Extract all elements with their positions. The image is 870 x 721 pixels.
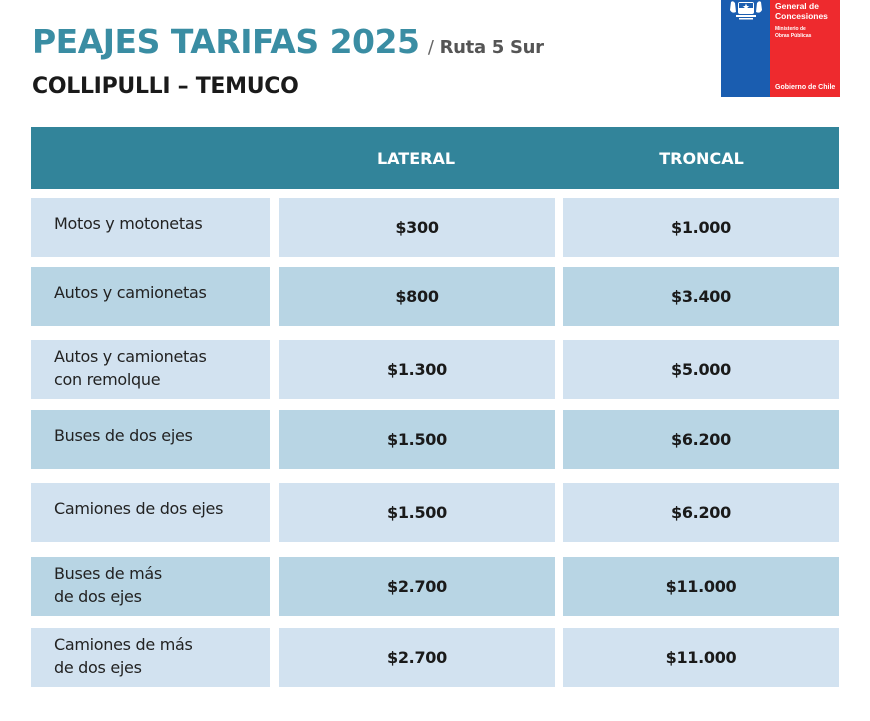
logo-blue-panel (721, 0, 770, 97)
lateral-price: $1.500 (387, 430, 447, 449)
header-lateral: LATERAL (376, 148, 456, 168)
table-row: Buses de más de dos ejes $2.700 $11.000 (31, 557, 839, 616)
table-header: LATERAL TRONCAL (31, 127, 839, 189)
title-subtitle: / Ruta 5 Sur (428, 37, 544, 58)
logo-line-2: Concesiones (775, 11, 828, 21)
troncal-cell: $11.000 (563, 557, 839, 616)
troncal-cell: $11.000 (563, 628, 839, 687)
category-line: de dos ejes (54, 587, 142, 606)
logo-heading: General de Concesiones (775, 1, 828, 21)
lateral-price: $300 (395, 218, 439, 237)
category-line: Camiones de más (54, 635, 193, 654)
row-category: Buses de dos ejes (31, 410, 270, 469)
category-line: Autos y camionetas (54, 347, 207, 366)
toll-rates-table: LATERAL TRONCAL Motos y motonetas $300 $… (31, 127, 839, 687)
category-line: Autos y camionetas (54, 283, 207, 302)
lateral-cell: $800 (279, 267, 555, 326)
lateral-price: $800 (395, 287, 439, 306)
lateral-price: $2.700 (387, 577, 447, 596)
lateral-cell: $1.500 (279, 410, 555, 469)
header-troncal: TRONCAL (659, 148, 744, 168)
category-line: de dos ejes (54, 658, 142, 677)
lateral-cell: $2.700 (279, 557, 555, 616)
table-row: Autos y camionetas $800 $3.400 (31, 267, 839, 326)
table-row: Camiones de más de dos ejes $2.700 $11.0… (31, 628, 839, 687)
troncal-cell: $6.200 (563, 410, 839, 469)
logo-ministry: Ministerio de Obras Públicas (775, 26, 811, 39)
lateral-cell: $2.700 (279, 628, 555, 687)
route-section: COLLIPULLI – TEMUCO (32, 74, 299, 99)
category-line: con remolque (54, 370, 161, 389)
table-row: Motos y motonetas $300 $1.000 (31, 198, 839, 257)
logo-line-4: Obras Públicas (775, 32, 812, 39)
row-category: Autos y camionetas (31, 267, 270, 326)
logo-red-panel: General de Concesiones Ministerio de Obr… (770, 0, 840, 97)
coat-of-arms-icon (730, 1, 762, 20)
troncal-price: $5.000 (671, 360, 731, 379)
row-category: Buses de más de dos ejes (31, 557, 270, 616)
troncal-cell: $5.000 (563, 340, 839, 399)
title-main: PEAJES TARIFAS 2025 (32, 22, 420, 61)
title-separator: / (427, 37, 434, 58)
lateral-price: $1.500 (387, 503, 447, 522)
troncal-cell: $1.000 (563, 198, 839, 257)
lateral-cell: $1.500 (279, 483, 555, 542)
title-route-name: Ruta 5 Sur (439, 37, 544, 58)
category-line: Camiones de dos ejes (54, 499, 224, 518)
troncal-price: $11.000 (665, 648, 737, 667)
troncal-price: $3.400 (671, 287, 731, 306)
row-category: Camiones de más de dos ejes (31, 628, 270, 687)
table-row: Buses de dos ejes $1.500 $6.200 (31, 410, 839, 469)
troncal-price: $6.200 (671, 430, 731, 449)
troncal-price: $11.000 (665, 577, 737, 596)
table-row: Autos y camionetas con remolque $1.300 $… (31, 340, 839, 399)
logo-footer: Gobierno de Chile (775, 84, 836, 91)
category-line: Motos y motonetas (54, 214, 203, 233)
table-row: Camiones de dos ejes $1.500 $6.200 (31, 483, 839, 542)
category-line: Buses de dos ejes (54, 426, 193, 445)
troncal-price: $1.000 (671, 218, 731, 237)
row-category: Camiones de dos ejes (31, 483, 270, 542)
logo-line-1: General de (775, 1, 819, 11)
logo-line-3: Ministerio de (775, 26, 806, 32)
ministry-logo: General de Concesiones Ministerio de Obr… (721, 0, 840, 97)
row-category: Autos y camionetas con remolque (31, 340, 270, 399)
lateral-cell: $300 (279, 198, 555, 257)
troncal-price: $6.200 (671, 503, 731, 522)
page-title: PEAJES TARIFAS 2025 / Ruta 5 Sur (32, 22, 544, 61)
lateral-price: $2.700 (387, 648, 447, 667)
category-line: Buses de más (54, 564, 162, 583)
lateral-price: $1.300 (387, 360, 447, 379)
row-category: Motos y motonetas (31, 198, 270, 257)
troncal-cell: $3.400 (563, 267, 839, 326)
troncal-cell: $6.200 (563, 483, 839, 542)
lateral-cell: $1.300 (279, 340, 555, 399)
